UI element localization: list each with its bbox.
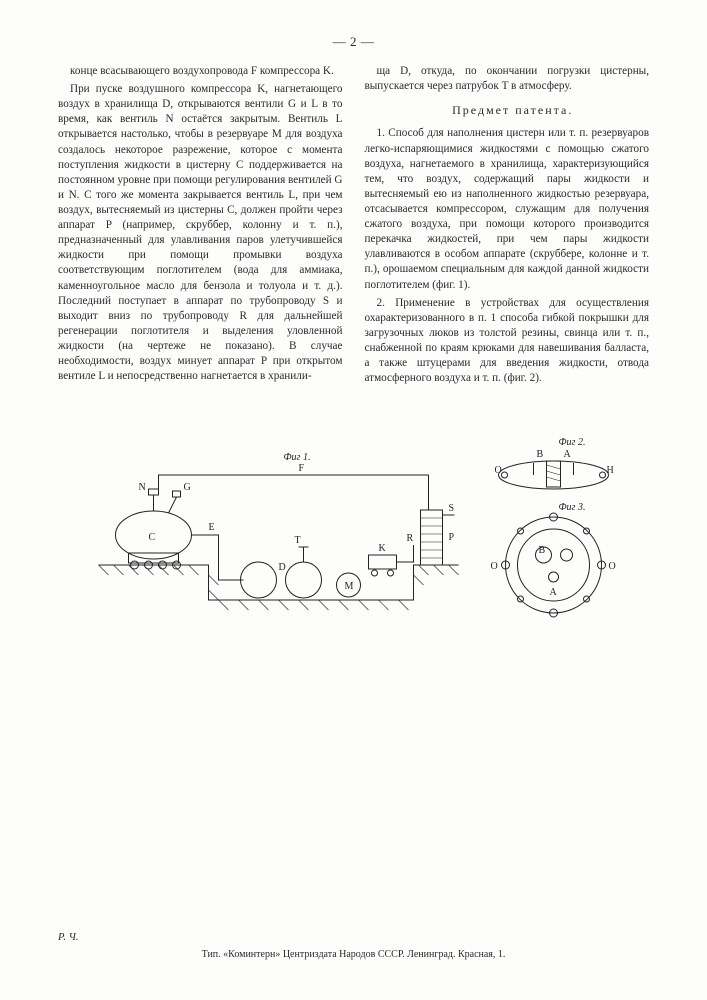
paragraph: 2. Применение в устройствах для осуществ… — [365, 296, 650, 387]
fig3-label: Фиг 3. — [559, 502, 586, 513]
paragraph: ща D, откуда, по окончании погрузки цист… — [365, 64, 650, 94]
label-C: C — [149, 532, 156, 543]
label-E: E — [209, 522, 215, 533]
label-B2: B — [539, 545, 546, 556]
label-A2: A — [550, 587, 558, 598]
label-A: A — [564, 449, 572, 460]
label-D: D — [279, 562, 286, 573]
fig1: Фиг 1. — [99, 452, 459, 610]
fig2-label: Фиг 2. — [559, 437, 586, 448]
label-F: F — [299, 463, 305, 474]
label-B: B — [537, 449, 544, 460]
page-number: — 2 — — [58, 34, 649, 50]
fig2: Фиг 2. O H B A — [495, 437, 614, 489]
label-S: S — [449, 503, 455, 514]
fig3: Фиг 3. O O B — [491, 502, 616, 617]
page-container: — 2 — конце всасывающего воздухопровода … — [0, 0, 707, 1000]
label-T: T — [295, 535, 301, 546]
fig1-label: Фиг 1. — [284, 452, 311, 463]
figures: Фиг 1. — [58, 415, 649, 645]
right-column: ща D, откуда, по окончании погрузки цист… — [365, 64, 650, 389]
left-column: конце всасывающего воздухопровода F комп… — [58, 64, 343, 389]
text-columns: конце всасывающего воздухопровода F комп… — [58, 64, 649, 389]
patent-figures-svg: Фиг 1. — [58, 415, 649, 645]
label-K: K — [379, 543, 387, 554]
label-O2: O — [491, 561, 498, 572]
label-M: M — [345, 581, 354, 592]
paragraph: 1. Способ для наполнения цистерн или т. … — [365, 126, 650, 292]
label-O3: O — [609, 561, 616, 572]
footer: Р. Ч. Тип. «Коминтерн» Центриздата Народ… — [58, 932, 649, 960]
label-N: N — [139, 482, 146, 493]
label-R: R — [407, 533, 414, 544]
label-G: G — [184, 482, 191, 493]
label-P: P — [449, 532, 455, 543]
subject-title: Предмет патента. — [365, 102, 650, 118]
label-H: H — [607, 465, 614, 476]
paragraph: конце всасывающего воздухопровода F комп… — [58, 64, 343, 79]
label-O: O — [495, 465, 502, 476]
paragraph: При пуске воздушного компрессора K, нагн… — [58, 82, 343, 384]
imprint: Тип. «Коминтерн» Центриздата Народов ССС… — [58, 949, 649, 960]
signature: Р. Ч. — [58, 932, 649, 943]
